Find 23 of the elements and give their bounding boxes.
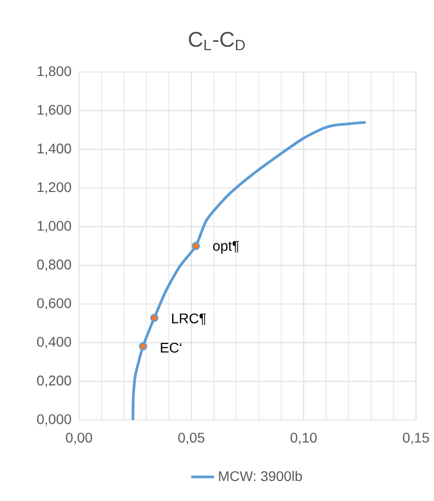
chart-title: C$_{L}$-C$_{D}$	[188, 32, 245, 50]
annotation: EC‘	[160, 342, 182, 353]
x-tick-label: 0,10	[290, 432, 317, 444]
y-tick-label: 1,800	[38, 66, 72, 78]
x-tick-label: 0,05	[178, 432, 204, 444]
point	[150, 314, 158, 322]
y-tick-label: 1,200	[38, 182, 72, 194]
y-tick-label: 0,800	[37, 260, 72, 272]
y-tick-label: 1,400	[38, 144, 72, 156]
x-tick-label: 0,00	[66, 432, 92, 444]
y-tick-label: 1,000	[38, 220, 72, 232]
y-tick-label: 0,000	[37, 414, 72, 426]
y-tick-label: 0,200	[37, 376, 72, 388]
y-tick-label: 0,600	[37, 298, 72, 310]
annotation: opt¶	[213, 241, 239, 254]
y-tick-label: 0,400	[37, 336, 72, 348]
point	[192, 242, 200, 250]
legend-label: MCW: 3900lb	[219, 470, 302, 482]
point	[138, 342, 148, 350]
y-tick-label: 1,600	[38, 104, 72, 116]
line-series	[132, 120, 368, 422]
x-tick-label: 0,15	[402, 432, 430, 444]
annotation: LRC¶	[172, 313, 206, 326]
